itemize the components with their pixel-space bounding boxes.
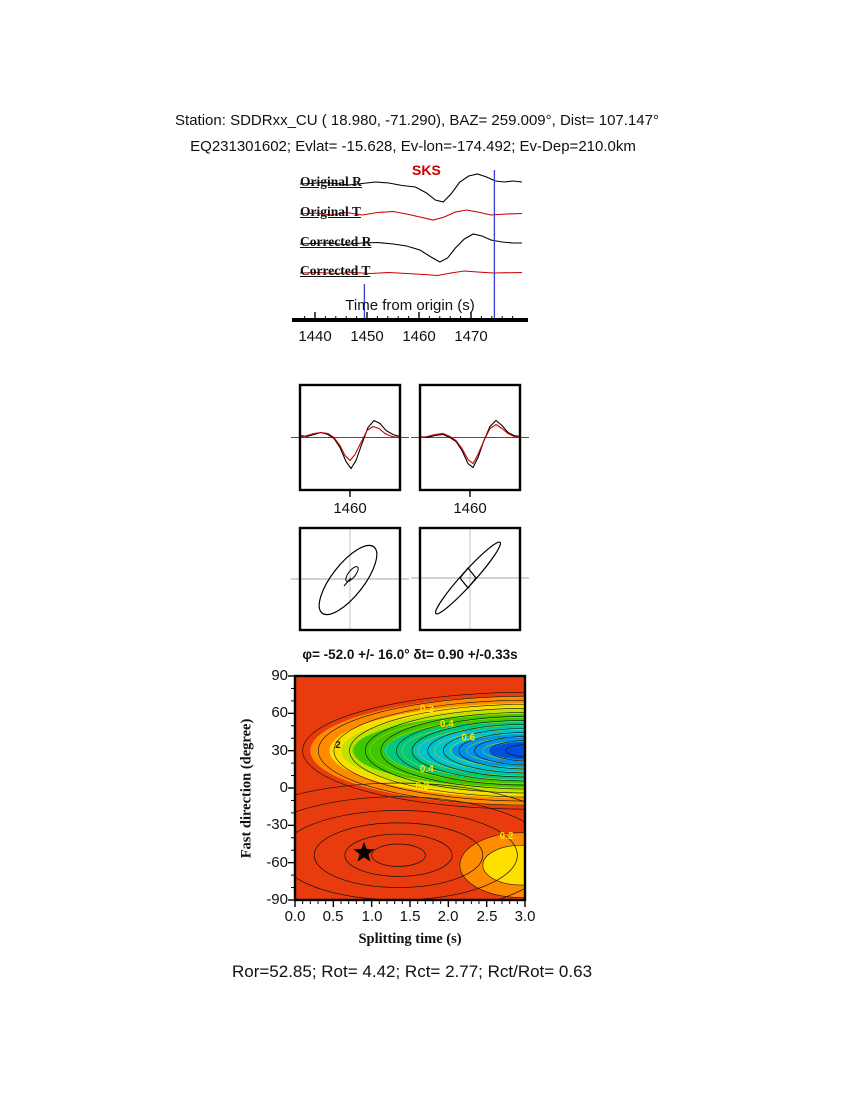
pm-corrected-diamond [459,567,477,589]
contour-level-labels: 0.2 0.4 0.6 0.4 0.2 0.2 2 [335,704,514,842]
trace-label-original-t: Original T [300,204,361,219]
footer-stats: Ror=52.85; Rot= 4.42; Rct= 2.77; Rct/Rot… [231,962,593,981]
result-title: φ= -52.0 +/- 16.0° δt= 0.90 +/-0.33s [302,647,518,662]
xtick-2.5: 2.5 [476,908,498,925]
seismogram-traces [299,173,523,277]
time-tick-1450: 1450 [350,328,384,345]
zoom-right-tick-label: 1460 [453,500,487,517]
phase-label-sks: SKS [412,162,441,178]
xtick-2.0: 2.0 [437,908,459,925]
time-tick-1470: 1470 [454,328,488,345]
ytick-30: 30 [271,742,288,759]
zoom-left-tick-label: 1460 [333,500,367,517]
best-solution-star [353,841,375,862]
zoom-panel-traces [299,419,521,470]
ytick-neg60: -60 [266,854,288,871]
trace-0 [299,173,523,203]
xtick-0.5: 0.5 [322,908,344,925]
ytick-60: 60 [271,704,288,721]
trace-label-corrected-r: Corrected R [300,234,372,249]
ytick-neg30: -30 [266,816,288,833]
pm-left-frame [298,526,402,632]
error-surface-contours [295,691,525,900]
fast-direction-axis-title-wrap: Fast direction (degree) [235,676,259,900]
time-axis-ticks [304,312,514,320]
xtick-3.0: 3.0 [514,908,536,925]
xtick-1.0: 1.0 [361,908,383,925]
contour-label: 0.2 [500,831,514,842]
trace-1 [299,209,523,221]
xtick-1.5: 1.5 [399,908,421,925]
contour-label: 0.6 [461,733,475,744]
contour-label: 2 [335,740,341,751]
time-tick-1460: 1460 [402,328,436,345]
pm-original-tail [343,577,352,587]
pm-original-ellipse [318,544,378,616]
xtick-0.0: 0.0 [284,908,306,925]
trace-label-original-r: Original R [300,174,362,189]
trace-3 [299,270,523,277]
analysis-window-markers [363,170,496,318]
time-axis-title: Time from origin (s) [345,297,475,314]
ytick-0: 0 [279,779,288,796]
time-tick-1440: 1440 [298,328,332,345]
pm-right-frame [418,526,522,632]
contour-axis-ticks [288,675,526,907]
trace-label-corrected-t: Corrected T [300,263,371,278]
fast-direction-axis-title: Fast direction (degree) [238,718,255,858]
contour-label: 0.4 [440,719,454,730]
splitting-time-axis-title: Splitting time (s) [358,931,462,947]
pm-original-inner-loop [345,566,359,582]
ytick-neg90: -90 [266,891,288,908]
trace-2 [299,233,522,263]
header-line1: Station: SDDRxx_CU ( 18.980, -71.290), B… [175,112,659,129]
contour-label: 0.4 [420,764,434,775]
star-marker [353,841,375,862]
contour-label: 0.2 [415,781,429,792]
header-line2: EQ231301602; Evlat= -15.628, Ev-lon=-174… [190,138,636,155]
contour-label: 0.2 [420,704,434,715]
ytick-90: 90 [271,667,288,684]
